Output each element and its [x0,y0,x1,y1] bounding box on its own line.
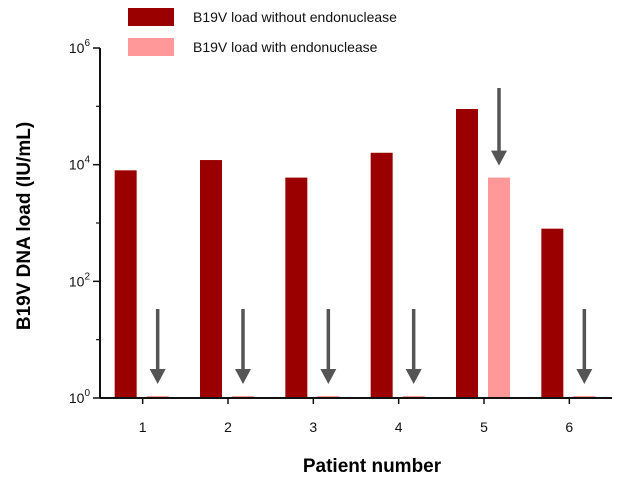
arrow-icon [149,309,166,384]
bar-series-1-patient-1 [114,170,137,398]
x-tick-label: 2 [224,419,232,435]
arrow-icon [576,309,593,384]
x-tick-label: 6 [565,419,573,435]
bar-series-1-patient-5 [456,109,478,399]
y-tick-label: 100 [69,388,91,406]
y-tick-label: 102 [69,271,91,289]
x-tick-label: 4 [395,419,403,435]
arrow-icon [405,309,422,384]
bar-series-1-patient-3 [285,177,308,398]
legend-swatch-with-endonuclease [128,38,174,56]
arrow-icon [491,88,507,166]
bar-series-2-patient-5 [488,177,510,398]
bar-series-1-patient-4 [370,152,393,398]
arrows [149,88,593,384]
x-tick-label: 3 [309,419,317,435]
axes [99,48,612,399]
bar-series-1-patient-2 [200,160,222,398]
bar-series-1-patient-6 [541,228,564,398]
arrow-icon [320,309,337,384]
legend: B19V load without endonuclease B19V load… [128,8,397,56]
legend-label-with-endonuclease: B19V load with endonuclease [193,39,378,55]
bars [114,109,596,399]
y-tick-label: 104 [69,155,91,173]
y-ticks: 100 102 104 106 [69,38,100,406]
legend-label-without-endonuclease: B19V load without endonuclease [193,9,397,25]
x-tick-label: 5 [480,419,488,435]
legend-swatch-without-endonuclease [128,8,174,26]
y-tick-label: 106 [69,38,91,56]
x-tick-label: 1 [139,419,147,435]
y-axis-title: B19V DNA load (IU/mL) [14,122,35,330]
arrow-icon [235,309,251,384]
x-axis-title: Patient number [303,456,442,477]
x-ticks: 1 2 3 4 5 6 [139,398,573,435]
